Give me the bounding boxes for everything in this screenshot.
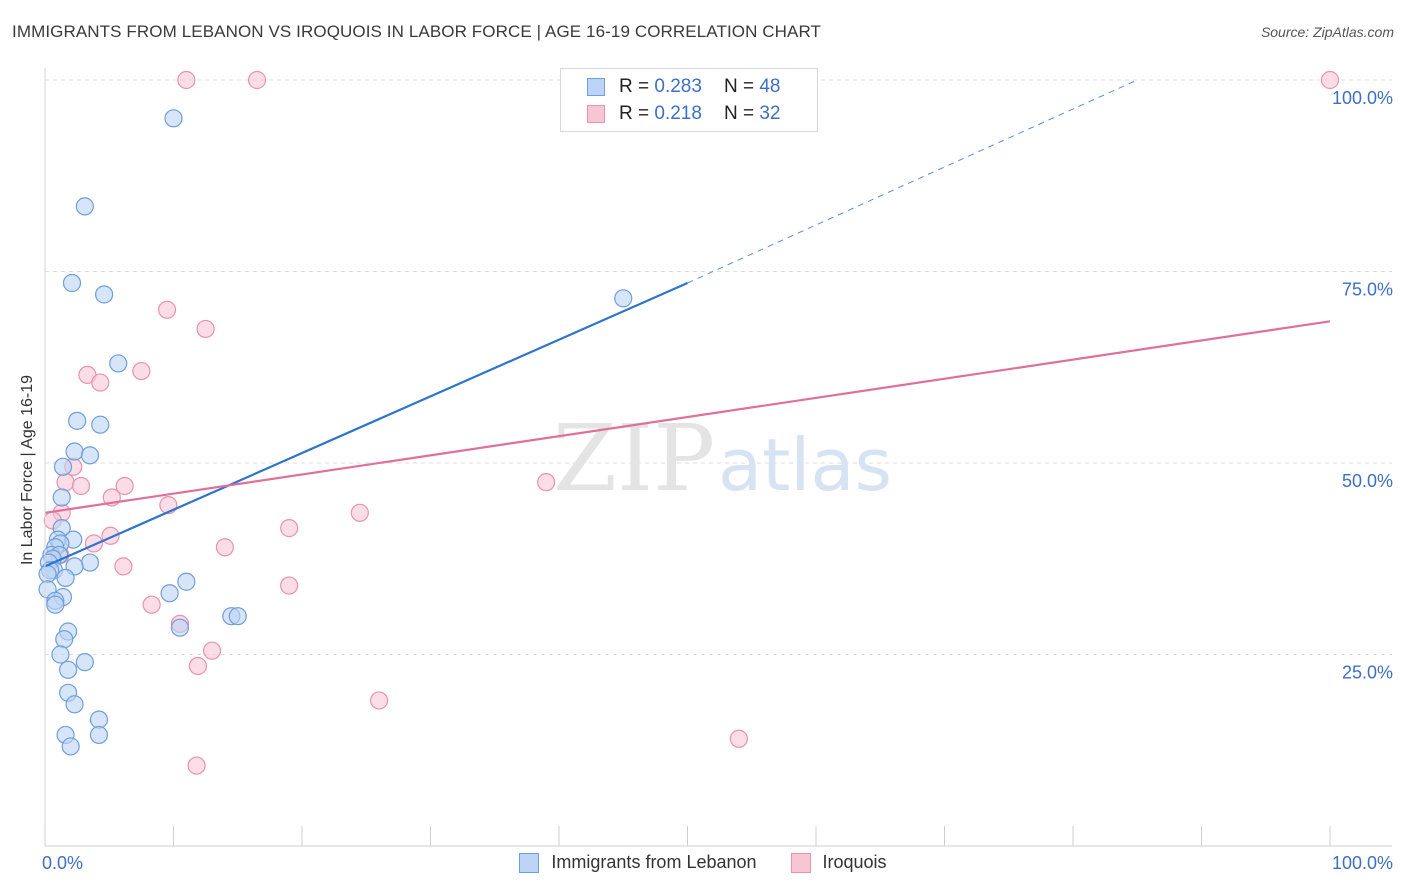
watermark-atlas: atlas [718,423,892,507]
lebanon-point [38,564,57,584]
legend-r-label: R = [619,76,650,97]
legend-item-iroquois: Iroquois [790,852,887,873]
iroquois-point [114,557,133,576]
lebanon-point [89,710,109,729]
legend-swatch-pink [587,105,605,123]
iroquois-point [280,576,299,595]
watermark: ZIP atlas [553,405,892,512]
iroquois-point [56,473,75,492]
legend-n-label: N = [723,76,755,97]
iroquois-trend-line [44,320,1331,514]
iroquois-point [188,656,208,676]
y-tick-label: 50.0% [1342,471,1393,491]
series-legend: Immigrants from Lebanon Iroquois [0,852,1406,873]
legend-n-label: N = [723,103,755,124]
legend-n-value: 32 [759,103,781,124]
x-tick-label: 100.0% [1332,853,1393,873]
legend-swatch-pink [790,852,811,873]
lebanon-point [75,653,94,672]
lebanon-point [228,607,247,626]
iroquois-point [350,503,369,522]
lebanon-point [51,645,70,664]
lebanon-point [52,488,71,507]
lebanon-point [53,457,73,476]
y-axis-label: In Labor Force | Age 16-19 [19,374,36,566]
lebanon-point [164,109,183,128]
legend-r-label: R = [619,103,650,124]
iroquois-point [132,361,151,381]
legend-row-iroquois: R = 0.218 N = 32 [587,102,780,126]
legend-r-value: 0.218 [654,103,702,124]
lebanon-point [160,584,179,603]
watermark-zip: ZIP [553,405,715,512]
iroquois-point [215,538,234,557]
iroquois-point [71,476,91,496]
lebanon-point [46,595,65,614]
y-tick-label: 75.0% [1342,280,1393,300]
legend-label-iroquois: Iroquois [822,852,887,872]
axis-layer: 25.0% 50.0% 75.0% 100.0% 0.0% 100.0% [42,68,1393,873]
iroquois-point [91,373,110,392]
lebanon-point [95,285,114,304]
lebanon-point [89,725,109,745]
y-tick-label: 25.0% [1342,663,1393,683]
chart-source: Source: ZipAtlas.com [1260,24,1394,40]
lebanon-point [59,660,78,679]
lebanon-point [65,695,84,714]
legend-row-lebanon: R = 0.283 N = 48 [587,75,780,99]
iroquois-point [280,519,299,538]
iroquois-point [115,476,134,496]
iroquois-point [196,319,215,339]
legend-n-value: 48 [759,76,781,97]
iroquois-point [187,756,206,775]
lebanon-point [614,289,633,308]
legend-r-value: 0.283 [654,76,702,97]
iroquois-point [247,70,267,90]
grid-layer [45,79,1392,655]
lebanon-trend-line [44,281,688,568]
lebanon-point [109,354,128,373]
lebanon-point [65,442,84,461]
points-layer [38,70,1340,775]
lebanon-point [68,411,87,430]
iroquois-point [142,595,161,614]
lebanon-point [170,618,190,637]
x-tick-label: 0.0% [42,853,83,873]
iroquois-point [729,729,749,748]
lebanon-point [177,572,196,591]
trend-layer [44,79,1331,568]
lebanon-point [62,273,82,293]
iroquois-point [537,473,556,492]
iroquois-point [157,300,177,319]
iroquois-point [370,691,389,710]
lebanon-point [91,415,110,434]
lebanon-trend-extension [687,79,1138,284]
iroquois-point [177,70,196,90]
chart-title: IMMIGRANTS FROM LEBANON VS IROQUOIS IN L… [12,22,822,41]
legend-swatch-blue [519,852,540,873]
lebanon-point [55,630,74,649]
iroquois-point [202,641,222,660]
legend-label-lebanon: Immigrants from Lebanon [551,852,757,872]
iroquois-point [1320,70,1340,90]
lebanon-point [80,446,100,465]
lebanon-point [80,553,100,572]
lebanon-point [75,197,94,216]
lebanon-point [61,737,80,756]
correlation-legend: R = 0.283 N = 48 R = 0.218 N = 32 [560,68,818,132]
y-tick-label: 100.0% [1332,88,1393,108]
legend-swatch-blue [587,78,605,96]
legend-item-lebanon: Immigrants from Lebanon [519,852,757,873]
lebanon-point [56,568,75,588]
